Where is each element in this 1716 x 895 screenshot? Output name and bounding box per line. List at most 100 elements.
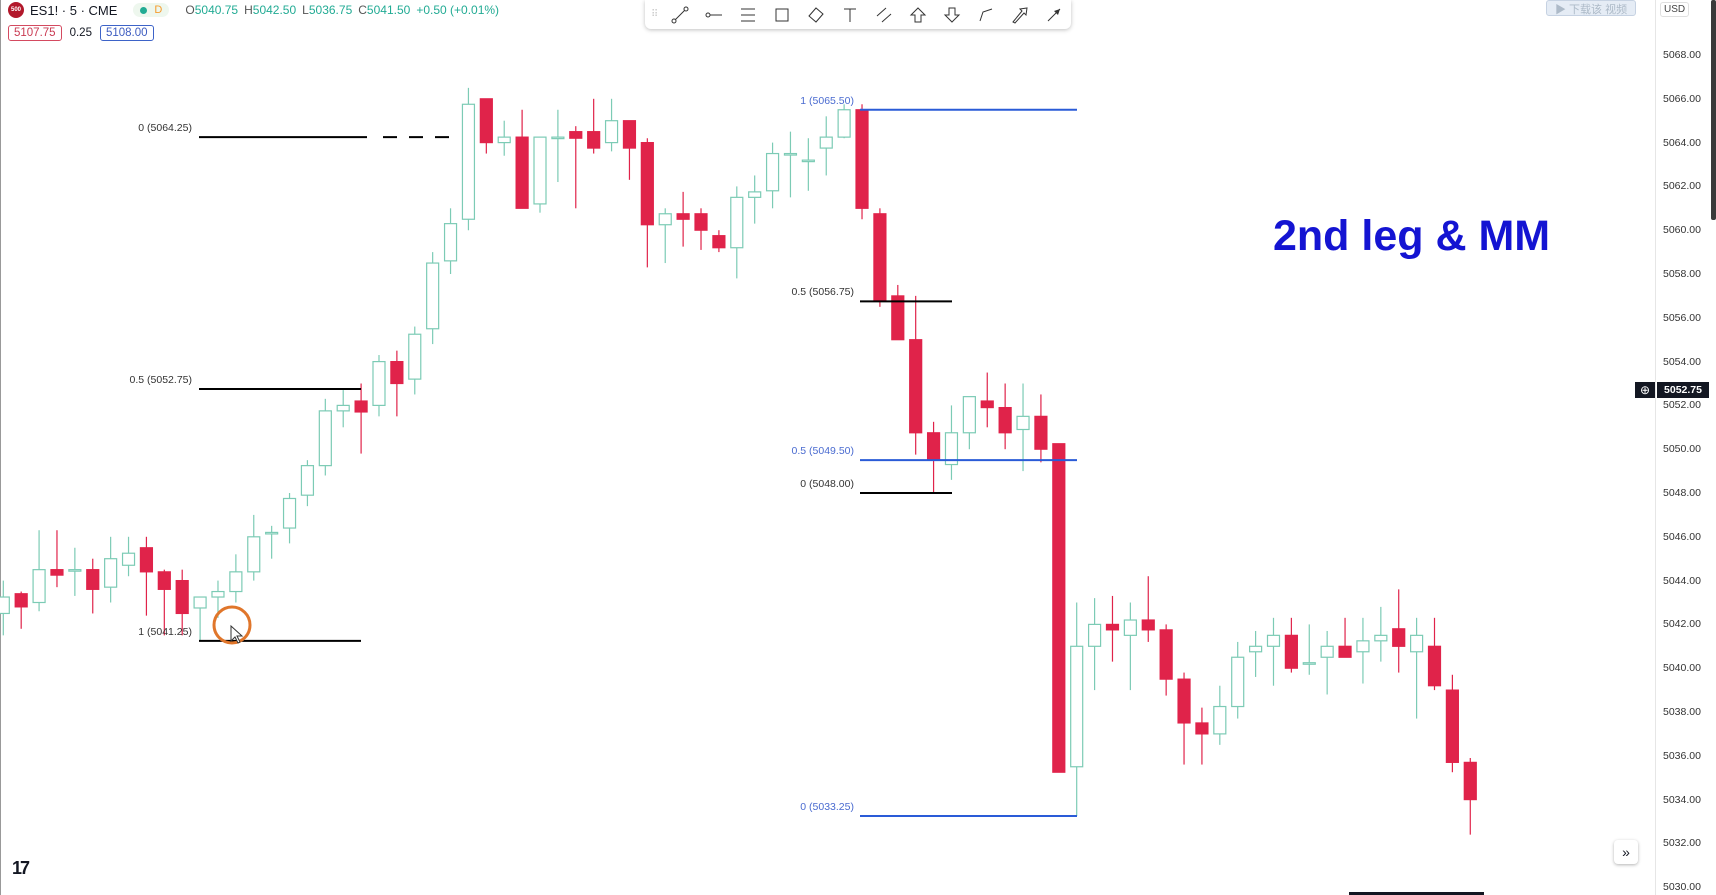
- bull-candle: [336, 404, 350, 412]
- fib-label: 0.5 (5052.75): [129, 373, 192, 386]
- price-axis[interactable]: 5068.00 5066.00 5064.00 5062.00 5060.00 5058.…: [1655, 0, 1716, 895]
- arrow-down-tool-icon[interactable]: [935, 2, 969, 28]
- bull-candle: [551, 136, 565, 140]
- close-value: 5041.50: [366, 3, 411, 17]
- bull-candle: [801, 159, 815, 163]
- legend-header: 500 ES1! · 5 · CME D O5040.75 H5042.50 L…: [8, 2, 499, 18]
- bear-candle: [1034, 415, 1048, 450]
- bear-candle: [998, 406, 1012, 434]
- add-alert-plus-icon[interactable]: ⊕: [1635, 382, 1655, 398]
- change-value: +0.50 (+0.01%): [416, 3, 500, 17]
- bull-candle: [229, 571, 243, 593]
- bear-candle: [855, 109, 869, 209]
- price-tick-label: 5046.00: [1663, 530, 1701, 543]
- session-badge: D: [154, 4, 163, 16]
- video-download-overlay[interactable]: ▶ 下载该 视频: [1546, 0, 1637, 16]
- bear-candle: [14, 593, 28, 608]
- tradingview-logo[interactable]: 17: [12, 858, 30, 878]
- bear-candle: [694, 213, 708, 231]
- rotated-rectangle-tool-icon[interactable]: [799, 2, 833, 28]
- bull-candle: [819, 136, 833, 149]
- price-tick-label: 5056.00: [1663, 311, 1701, 324]
- bull-candle: [461, 103, 476, 220]
- bear-candle: [515, 136, 529, 209]
- bull-candle: [372, 361, 386, 407]
- price-tick-label: 5066.00: [1663, 92, 1701, 105]
- open-label: O: [185, 3, 195, 17]
- bull-candle: [1231, 656, 1245, 708]
- bear-candle: [1105, 623, 1120, 631]
- bear-candle: [1177, 678, 1191, 724]
- bull-candle: [1356, 640, 1370, 653]
- bull-candle: [1266, 634, 1281, 647]
- path-tool-icon[interactable]: [969, 2, 1003, 28]
- parallel-channel-tool-icon[interactable]: [731, 2, 765, 28]
- mouse-cursor-icon: [230, 624, 244, 644]
- buy-button[interactable]: 5108.00: [99, 25, 154, 41]
- bull-candle: [783, 152, 798, 156]
- bear-candle: [1159, 629, 1173, 680]
- bull-candle: [426, 262, 440, 330]
- price-tick-label: 5060.00: [1663, 224, 1701, 237]
- bull-candle: [1070, 645, 1084, 768]
- scroll-to-realtime-button[interactable]: »: [1614, 840, 1638, 864]
- fib-label: 0 (5048.00): [800, 478, 854, 490]
- arrow-tool-icon[interactable]: [1037, 2, 1071, 28]
- text-tool-icon[interactable]: [833, 2, 867, 28]
- bull-candle: [1016, 415, 1030, 431]
- horizontal-ray-tool-icon[interactable]: [697, 2, 731, 28]
- candlestick-chart[interactable]: [0, 0, 1655, 895]
- annotation-text[interactable]: 2nd leg & MM: [1273, 212, 1551, 260]
- open-value: 5040.75: [194, 3, 239, 17]
- chart-left-border: [0, 0, 1, 895]
- price-tick-label: 5040.00: [1663, 662, 1701, 675]
- bull-candle: [1087, 623, 1102, 647]
- spread-value: 0.25: [69, 27, 92, 39]
- bear-candle: [676, 213, 690, 220]
- symbol-title[interactable]: ES1! · 5 · CME: [30, 2, 118, 18]
- bear-candle: [390, 361, 404, 385]
- bull-candle: [247, 536, 261, 573]
- bear-candle: [1338, 645, 1352, 658]
- sell-button[interactable]: 5107.75: [8, 25, 62, 41]
- bear-candle: [622, 120, 637, 149]
- arrow-up-tool-icon[interactable]: [901, 2, 935, 28]
- close-label: C: [358, 3, 367, 17]
- bull-candle: [193, 596, 207, 609]
- price-tick-label: 5034.00: [1663, 793, 1701, 806]
- bull-candle: [443, 223, 458, 262]
- bear-candle: [891, 295, 905, 341]
- price-tick-label: 5050.00: [1663, 443, 1701, 456]
- fib-label: 1 (5065.50): [800, 94, 854, 107]
- drawing-toolbar: ⠿: [645, 0, 1071, 29]
- price-tick-label: 5044.00: [1663, 574, 1701, 587]
- bear-candle: [479, 98, 493, 144]
- fib-retracement-tool-icon[interactable]: [867, 2, 901, 28]
- drag-handle-icon[interactable]: ⠿: [651, 9, 659, 20]
- bull-candle: [68, 569, 82, 572]
- ohlc-values: O5040.75 H5042.50 L5036.75 C5041.50 +0.5…: [185, 3, 499, 17]
- bear-candle: [926, 432, 941, 461]
- bear-candle: [712, 235, 726, 249]
- bull-candle: [962, 396, 976, 434]
- bull-candle: [658, 213, 672, 226]
- price-tick-label: 5058.00: [1663, 268, 1701, 280]
- bull-candle: [104, 558, 118, 588]
- price-tick-label: 5036.00: [1663, 749, 1701, 762]
- bear-candle: [86, 569, 100, 590]
- price-tick-label: 5030.00: [1663, 881, 1701, 894]
- price-tick-label: 5032.00: [1663, 837, 1701, 850]
- bottom-indicator-bar: [1349, 892, 1484, 895]
- price-tick-label: 5068.00: [1663, 49, 1701, 61]
- currency-selector[interactable]: USD: [1660, 2, 1690, 17]
- arrow-marker-tool-icon[interactable]: [1003, 2, 1037, 28]
- rectangle-tool-icon[interactable]: [765, 2, 799, 28]
- bull-candle: [944, 432, 959, 466]
- market-status[interactable]: D: [133, 3, 170, 17]
- page-scrollbar[interactable]: [1711, 0, 1716, 220]
- low-value: 5036.75: [308, 3, 353, 17]
- fib-label: 0 (5064.25): [138, 122, 192, 135]
- bear-candle: [139, 547, 154, 573]
- bear-candle: [354, 400, 368, 413]
- trend-line-tool-icon[interactable]: [663, 2, 697, 28]
